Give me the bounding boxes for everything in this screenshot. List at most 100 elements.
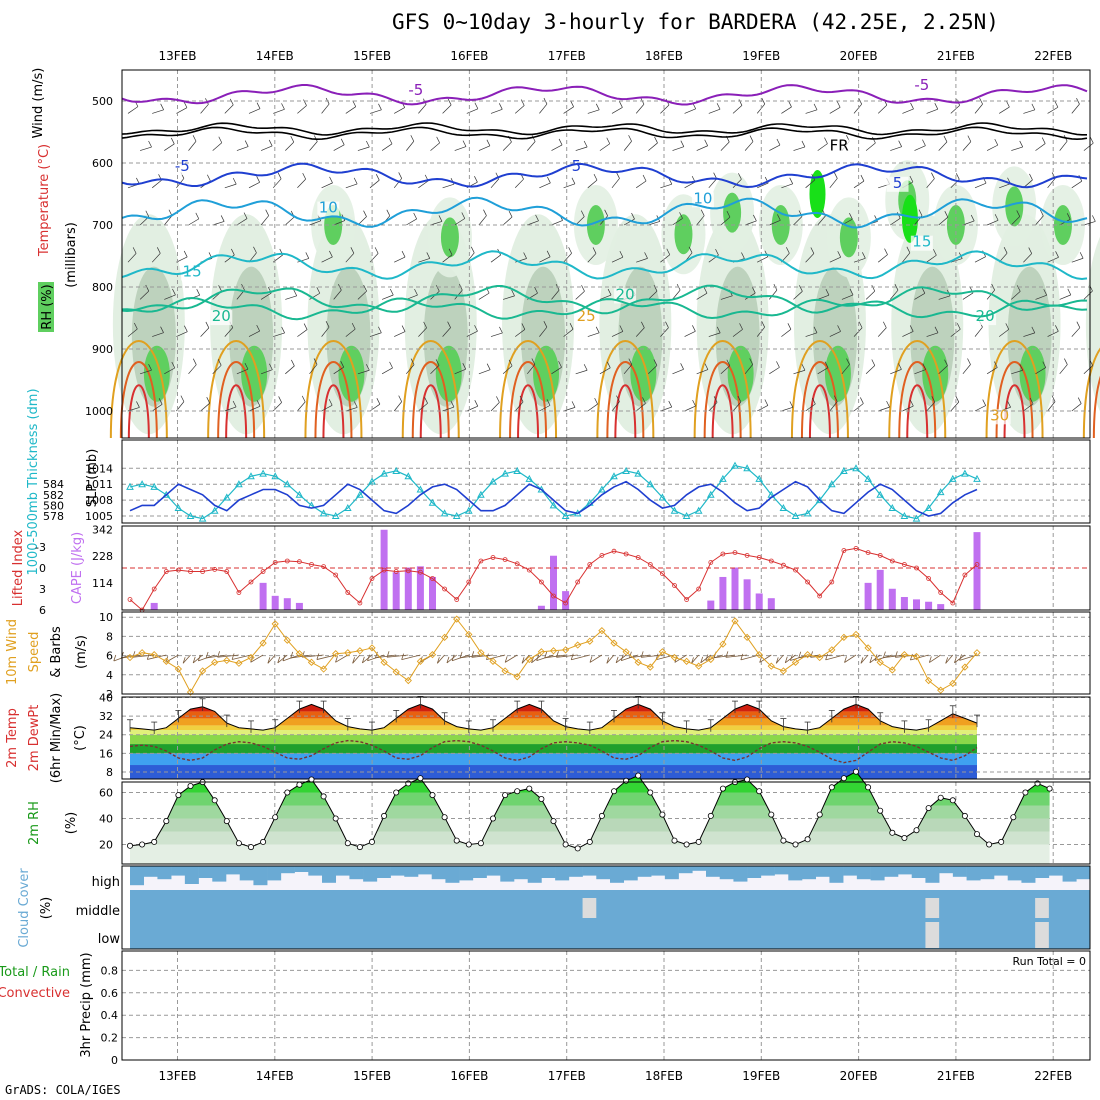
lifted-index-marker	[296, 559, 302, 565]
wind-barb	[1047, 106, 1059, 114]
wind-barb	[523, 252, 527, 259]
slp-marker	[622, 466, 630, 474]
wind-barb	[297, 258, 309, 263]
wind-barb	[375, 174, 380, 181]
wind-barb	[176, 331, 188, 337]
wind-barb	[1083, 290, 1093, 300]
wind-barb	[502, 216, 513, 226]
wind10m-barb	[929, 654, 941, 663]
cloud-low-gap	[925, 922, 940, 948]
wind-barb	[236, 218, 248, 226]
wind-barb	[862, 252, 866, 259]
wind10m-barb	[589, 656, 593, 663]
li-tick: 3	[39, 583, 46, 596]
wind-barb	[205, 321, 210, 329]
isotherm-orange	[401, 340, 460, 439]
wind-barb	[902, 405, 914, 412]
wind-barb	[1077, 397, 1082, 404]
lifted-index-marker	[405, 568, 411, 574]
wind-barb	[563, 328, 574, 337]
wind-barb	[188, 141, 197, 151]
wind-speed-marker	[198, 667, 207, 675]
cloud-high-cell	[527, 866, 542, 883]
li-tick: 0	[39, 562, 46, 575]
wind-barb	[619, 101, 623, 108]
wind-barb	[793, 216, 803, 226]
wind-barb	[313, 358, 318, 365]
date-label-top: 13FEB	[159, 49, 197, 63]
lifted-index-marker	[357, 600, 363, 606]
wind-speed-marker	[319, 665, 328, 673]
wind10m-barb	[860, 657, 864, 664]
wind-barb	[212, 142, 223, 151]
wind-barb	[172, 288, 176, 296]
wind-barb	[829, 256, 841, 263]
wind-barb	[462, 363, 467, 370]
wind10m-barb	[556, 654, 578, 658]
wind-barb	[628, 135, 632, 142]
wind-barb	[871, 284, 876, 292]
wind-barb	[668, 178, 673, 185]
wind-barb	[672, 218, 683, 226]
slp-marker	[356, 490, 364, 498]
wind10m-barb	[759, 654, 772, 663]
lifted-index-marker	[212, 567, 218, 572]
wind-barb	[890, 289, 899, 300]
slp-marker	[706, 490, 715, 498]
wind-speed-marker	[283, 636, 291, 644]
contour-label: 25	[577, 307, 596, 325]
slp-marker	[840, 466, 848, 474]
isotherm-orange-inner	[800, 360, 839, 439]
wind-barb	[224, 104, 234, 114]
wind-barb	[285, 295, 297, 300]
lifted-index-marker	[853, 546, 859, 551]
wind-barb	[611, 178, 620, 189]
wind-speed-marker	[888, 666, 896, 674]
ylabel-slp: SLP (mb)	[85, 449, 100, 508]
li-tick: 6	[39, 604, 46, 617]
wind10m-barb	[132, 654, 155, 658]
lifted-index-marker	[962, 572, 968, 578]
slp-marker	[126, 482, 134, 490]
wind-barb	[955, 395, 960, 403]
wind-barb	[970, 214, 975, 222]
rh-marker	[332, 815, 339, 822]
lifted-index-marker	[345, 590, 351, 595]
wind-barb	[184, 325, 188, 332]
rh-marker	[635, 772, 642, 779]
wind-barb	[139, 146, 152, 151]
rh-band	[130, 818, 1050, 832]
wind-barb	[817, 294, 830, 300]
slp-marker	[452, 511, 461, 519]
cloud-high-cell	[774, 866, 789, 875]
isotherm-orange-inner	[703, 360, 742, 439]
wind-barb	[837, 251, 842, 258]
lifted-index-marker	[502, 557, 508, 562]
cloud-high-cell	[1035, 866, 1050, 878]
wind-barb	[805, 403, 816, 412]
contour-label-bg	[614, 288, 637, 304]
wind-barb	[1011, 146, 1023, 151]
wind10m-barb	[606, 657, 610, 664]
cloud-high-cell	[335, 866, 350, 876]
wind-barb	[922, 363, 927, 370]
cloud-high-cell	[514, 866, 529, 880]
wind-barb	[994, 214, 999, 221]
cloud-middle-gap	[1035, 898, 1049, 918]
wind-barb	[321, 256, 333, 263]
rh-bands	[130, 771, 1050, 864]
wind-barb	[1035, 143, 1046, 151]
wind10m-barb	[521, 654, 530, 664]
wind-barb	[623, 218, 635, 226]
wind-barb	[272, 178, 282, 189]
cloud-high-cell	[733, 866, 748, 882]
isotherm-orange	[207, 340, 266, 439]
wind-barb	[753, 214, 757, 222]
wind10m-barb	[459, 651, 463, 658]
rh-marker	[356, 844, 363, 851]
wind10m-barb	[146, 653, 150, 660]
wind-barb	[909, 175, 914, 183]
wind10m-barb	[615, 654, 627, 664]
cloud-high-cell	[143, 866, 158, 877]
wind-barb	[558, 361, 562, 368]
